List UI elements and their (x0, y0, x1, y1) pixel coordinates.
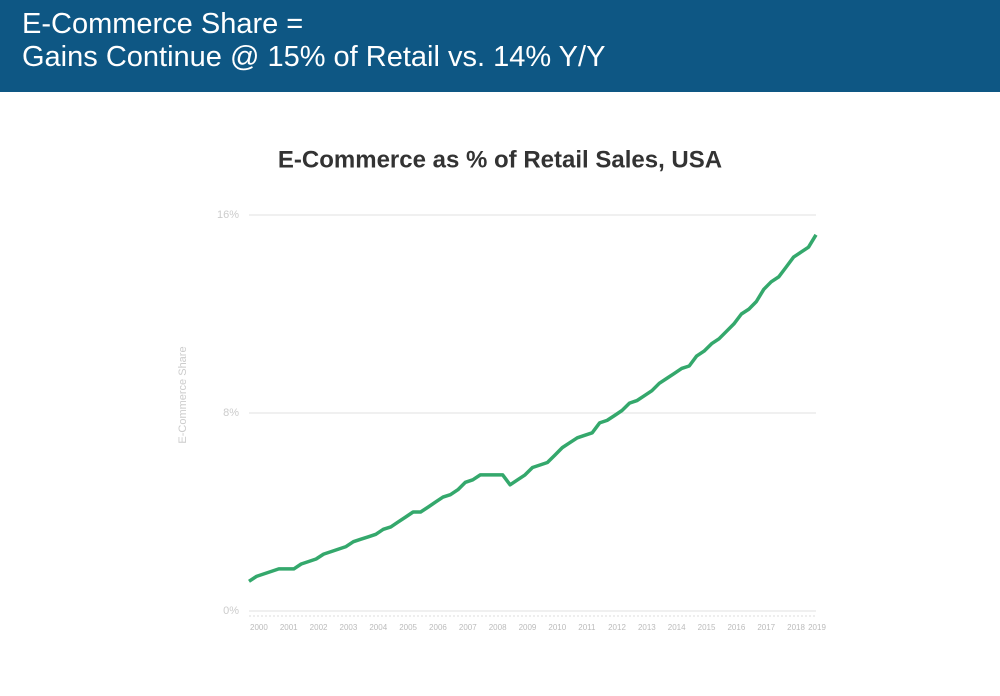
y-tick-label: 8% (223, 407, 239, 419)
x-tick-label: 2008 (489, 623, 507, 632)
x-tick-label: 2013 (638, 623, 656, 632)
chart-title: E-Commerce as % of Retail Sales, USA (278, 146, 722, 173)
x-tick-label: 2015 (698, 623, 716, 632)
x-tick-label: 2002 (310, 623, 328, 632)
line-series (248, 233, 818, 583)
x-tick-label: 2017 (757, 623, 775, 632)
x-tick-label: 2011 (578, 623, 596, 632)
x-tick-label: 2004 (369, 623, 387, 632)
x-tick-label: 2019 (808, 623, 826, 632)
x-tick-label: 2012 (608, 623, 626, 632)
header-line: Gains Continue @ 15% of Retail vs. 14% Y… (22, 41, 606, 73)
y-tick-label: 16% (217, 209, 239, 221)
x-tick-label: 2014 (668, 623, 686, 632)
x-tick-label: 2007 (459, 623, 477, 632)
x-tick-label: 2005 (399, 623, 417, 632)
x-tick-label: 2009 (519, 623, 537, 632)
x-tick-label: 2010 (548, 623, 566, 632)
x-tick-label: 2016 (727, 623, 745, 632)
x-tick-label: 2003 (340, 623, 358, 632)
x-tick-label: 2001 (280, 623, 298, 632)
header: E-Commerce Share = Gains Continue @ 15% … (0, 0, 1000, 92)
y-axis-label: E-Commerce Share (177, 346, 189, 443)
x-tick-label: 2000 (250, 623, 268, 632)
x-tick-label: 2018 (787, 623, 805, 632)
x-tick-label: 2006 (429, 623, 447, 632)
header-line: E-Commerce Share = (22, 8, 304, 40)
y-tick-label: 0% (223, 605, 239, 617)
